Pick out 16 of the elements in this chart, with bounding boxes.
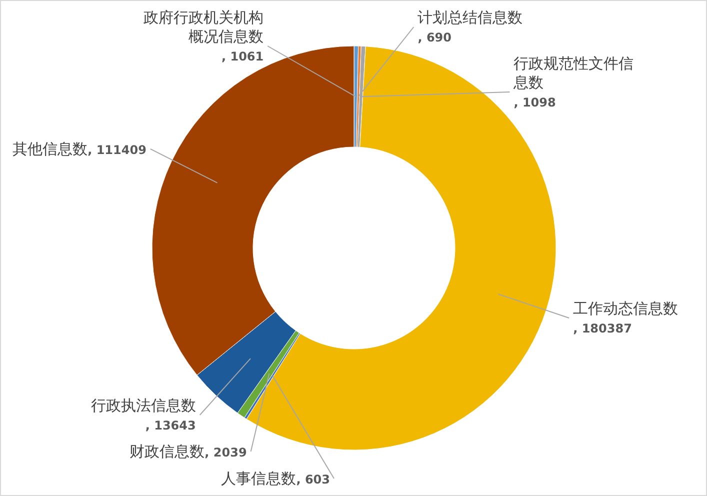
data-label: , 180387: [573, 322, 632, 336]
data-label: , 690: [418, 30, 452, 44]
data-label: , 2039: [204, 446, 247, 460]
slice-label: 计划总结信息数: [418, 8, 523, 26]
data-label: , 13643: [145, 418, 196, 432]
slice-label: 工作动态信息数: [573, 300, 678, 318]
slice-label: 政府行政机关机构概况信息数: [144, 8, 264, 46]
data-label: , 1061: [221, 50, 264, 64]
data-label: , 111409: [88, 142, 146, 157]
slice-label: 人事信息数: [221, 470, 296, 488]
data-label: , 1098: [514, 96, 556, 110]
slice-label: 其他信息数: [12, 140, 88, 158]
slice-label: 财政信息数: [130, 442, 205, 460]
slice-label: 行政规范性文件信息数: [512, 54, 634, 92]
data-label: , 603: [296, 472, 330, 486]
slice-label: 行政执法信息数: [90, 396, 196, 414]
